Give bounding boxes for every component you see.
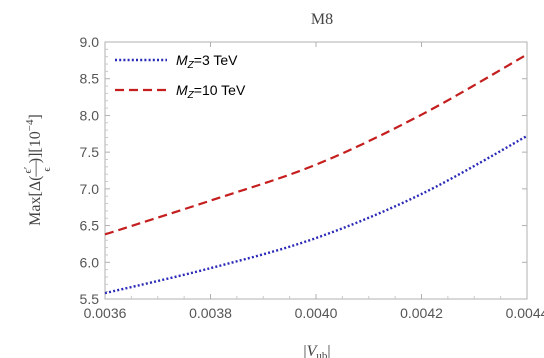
legend: MZ=3 TeV MZ=10 TeV <box>115 52 246 101</box>
y-label-frac-bar: — <box>27 160 44 178</box>
series-layer <box>104 53 528 295</box>
series-line-1 <box>104 134 528 295</box>
x-tick-label: 0.0038 <box>189 305 232 321</box>
y-ticks: 5.5 6.0 6.5 7.0 7.5 8.0 8.5 9.0 <box>80 34 527 307</box>
y-label-frac-num: ϵ′ <box>22 167 34 174</box>
y-label-tail: )][10 <box>27 131 44 163</box>
y-axis-label: Max[Δ( ϵ′—ϵ )][10−4] <box>22 114 53 226</box>
y-label-exp: −4 <box>24 119 36 131</box>
x-ticks: 0.0036 0.0038 0.0040 0.0042 0.0044 <box>84 42 544 321</box>
y-tick-label: 9.0 <box>80 34 100 50</box>
y-label-close: ] <box>27 114 44 119</box>
x-label-var: V <box>307 343 319 358</box>
x-axis-label: |Vub| <box>303 343 330 358</box>
y-label-main: Max[Δ( <box>27 176 44 226</box>
y-tick-label: 5.5 <box>80 291 100 307</box>
y-tick-label: 6.0 <box>80 254 100 270</box>
svg-text:Max[Δ(ϵ′—ϵ)][10−4]: Max[Δ( ϵ′—ϵ )][10−4] <box>22 114 53 226</box>
legend-label-1: MZ=3 TeV <box>176 52 238 71</box>
y-tick-label: 6.5 <box>80 218 100 234</box>
chart-title: M8 <box>311 11 333 28</box>
x-tick-label: 0.0036 <box>84 305 127 321</box>
plot-frame <box>104 41 528 300</box>
y-tick-label: 7.0 <box>80 181 100 197</box>
x-label-sub: ub <box>316 350 328 358</box>
x-tick-label: 0.0044 <box>506 305 544 321</box>
y-tick-label: 7.5 <box>80 144 100 160</box>
legend-label-2: MZ=10 TeV <box>176 82 246 101</box>
series-line-2 <box>104 53 528 236</box>
y-tick-label: 8.0 <box>80 107 100 123</box>
y-label-frac-den: ϵ <box>41 167 53 172</box>
x-tick-label: 0.0042 <box>400 305 443 321</box>
y-tick-label: 8.5 <box>80 71 100 87</box>
x-tick-label: 0.0040 <box>295 305 338 321</box>
